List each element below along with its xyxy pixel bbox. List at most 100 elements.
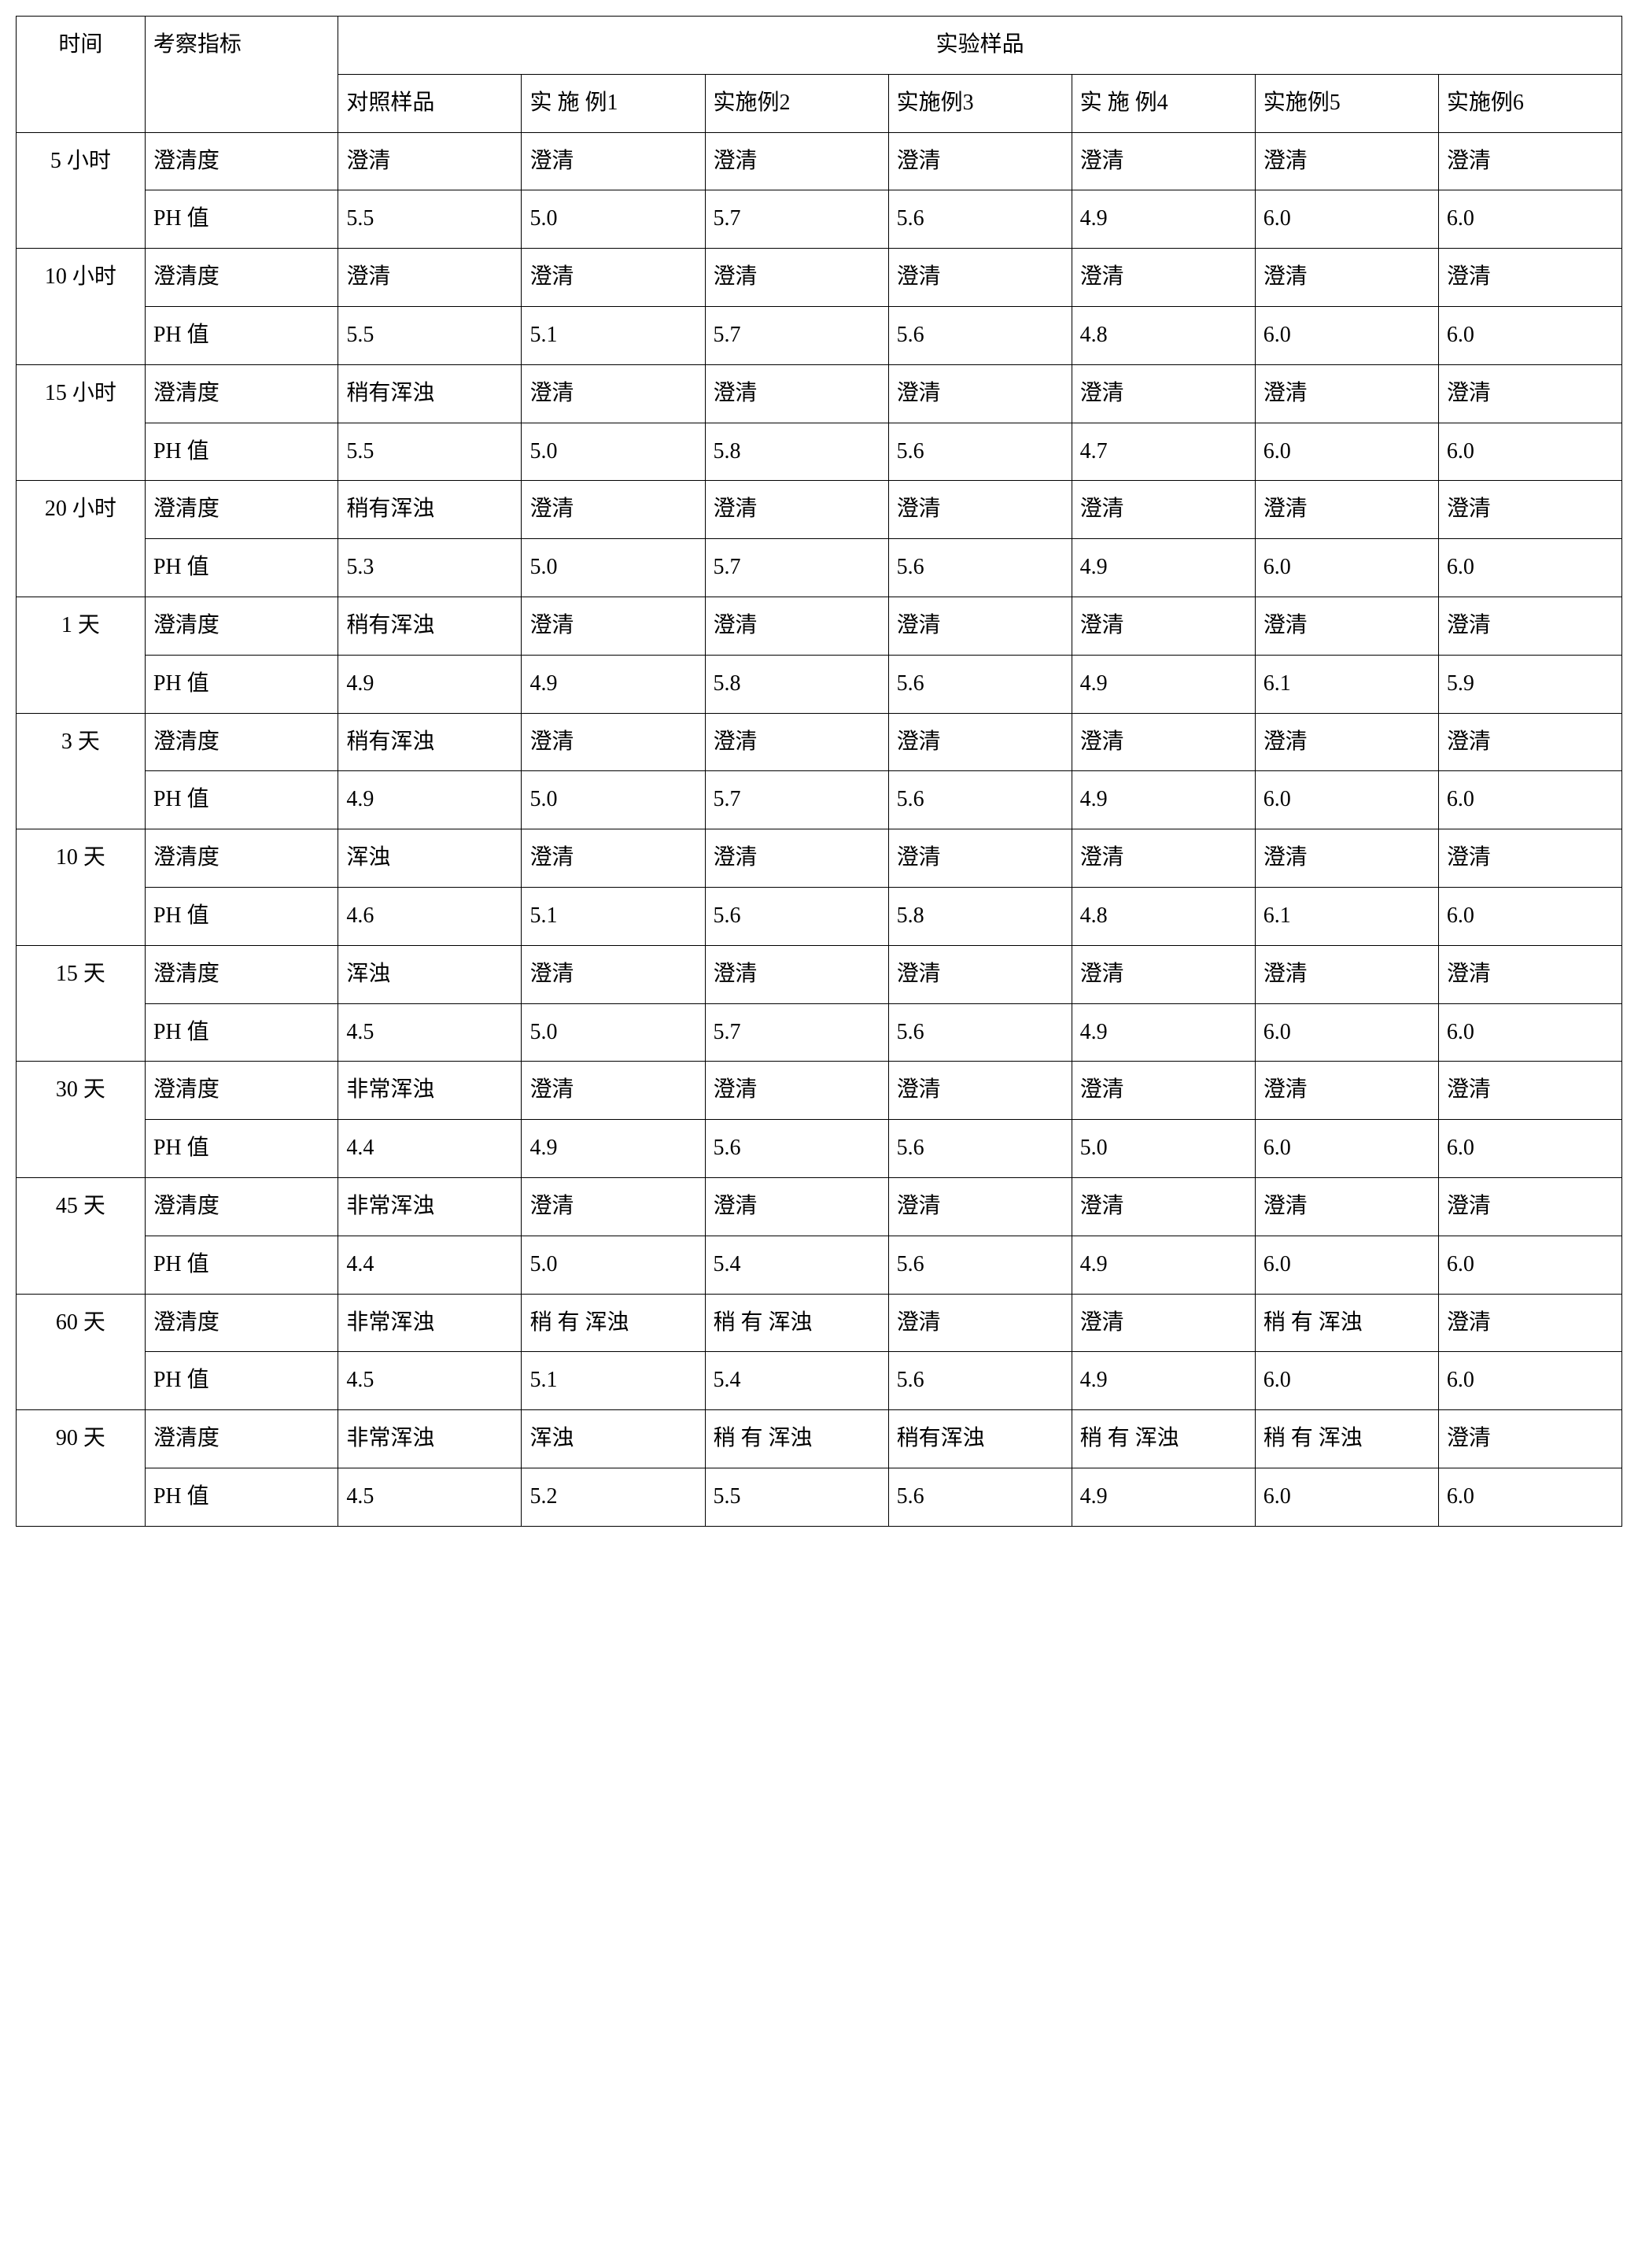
cell-value: 澄清 xyxy=(1255,829,1438,888)
cell-value: 澄清 xyxy=(522,249,705,307)
cell-metric: PH 值 xyxy=(145,655,338,713)
cell-metric: 澄清度 xyxy=(145,481,338,539)
cell-value: 5.7 xyxy=(705,771,888,829)
cell-time: 30 天 xyxy=(17,1062,146,1178)
cell-value: 4.5 xyxy=(338,1468,522,1526)
cell-value: 5.1 xyxy=(522,1352,705,1410)
cell-value: 澄清 xyxy=(1438,829,1621,888)
cell-value: 稍 有 浑浊 xyxy=(1255,1410,1438,1468)
cell-value: 4.4 xyxy=(338,1120,522,1178)
cell-metric: 澄清度 xyxy=(145,713,338,771)
cell-value: 澄清 xyxy=(522,364,705,423)
cell-value: 非常浑浊 xyxy=(338,1062,522,1120)
cell-value: 澄清 xyxy=(1255,945,1438,1003)
cell-value: 澄清 xyxy=(705,364,888,423)
cell-value: 澄清 xyxy=(888,132,1072,190)
cell-value: 5.1 xyxy=(522,306,705,364)
cell-metric: PH 值 xyxy=(145,1120,338,1178)
cell-value: 5.5 xyxy=(705,1468,888,1526)
cell-value: 澄清 xyxy=(705,597,888,655)
cell-value: 4.9 xyxy=(522,655,705,713)
cell-value: 浑浊 xyxy=(338,829,522,888)
cell-value: 澄清 xyxy=(522,945,705,1003)
cell-value: 澄清 xyxy=(1072,945,1255,1003)
cell-metric: PH 值 xyxy=(145,771,338,829)
cell-value: 澄清 xyxy=(1072,364,1255,423)
cell-value: 5.6 xyxy=(888,539,1072,597)
cell-value: 澄清 xyxy=(888,1294,1072,1352)
cell-value: 澄清 xyxy=(522,713,705,771)
cell-value: 澄清 xyxy=(888,364,1072,423)
cell-value: 6.0 xyxy=(1255,1236,1438,1294)
cell-value: 5.7 xyxy=(705,306,888,364)
cell-metric: PH 值 xyxy=(145,190,338,249)
cell-value: 澄清 xyxy=(1438,481,1621,539)
cell-value: 5.5 xyxy=(338,190,522,249)
cell-value: 澄清 xyxy=(1255,481,1438,539)
cell-value: 4.8 xyxy=(1072,887,1255,945)
cell-value: 6.0 xyxy=(1438,771,1621,829)
cell-value: 6.0 xyxy=(1255,771,1438,829)
table-header-row-1: 时间 考察指标 实验样品 xyxy=(17,17,1622,75)
cell-value: 澄清 xyxy=(522,132,705,190)
cell-value: 澄清 xyxy=(1438,1294,1621,1352)
cell-metric: 澄清度 xyxy=(145,364,338,423)
cell-value: 4.9 xyxy=(1072,190,1255,249)
cell-value: 5.4 xyxy=(705,1352,888,1410)
cell-value: 澄清 xyxy=(1255,249,1438,307)
cell-value: 5.2 xyxy=(522,1468,705,1526)
cell-value: 5.4 xyxy=(705,1236,888,1294)
cell-value: 稍 有 浑浊 xyxy=(705,1294,888,1352)
cell-value: 澄清 xyxy=(888,945,1072,1003)
cell-value: 5.1 xyxy=(522,887,705,945)
cell-value: 5.8 xyxy=(888,887,1072,945)
table-row: PH 值4.55.05.75.64.96.06.0 xyxy=(17,1003,1622,1062)
cell-time: 15 天 xyxy=(17,945,146,1062)
cell-value: 澄清 xyxy=(1438,945,1621,1003)
table-row: PH 值5.35.05.75.64.96.06.0 xyxy=(17,539,1622,597)
table-row: 15 小时澄清度稍有浑浊澄清澄清澄清澄清澄清澄清 xyxy=(17,364,1622,423)
cell-value: 稍有浑浊 xyxy=(338,481,522,539)
cell-value: 澄清 xyxy=(1438,249,1621,307)
cell-value: 澄清 xyxy=(1072,1062,1255,1120)
cell-value: 澄清 xyxy=(705,1177,888,1236)
cell-value: 5.6 xyxy=(705,887,888,945)
table-row: PH 值4.94.95.85.64.96.15.9 xyxy=(17,655,1622,713)
cell-value: 6.0 xyxy=(1255,1468,1438,1526)
cell-metric: PH 值 xyxy=(145,423,338,481)
table-row: PH 值4.55.15.45.64.96.06.0 xyxy=(17,1352,1622,1410)
cell-value: 4.9 xyxy=(1072,771,1255,829)
cell-value: 澄清 xyxy=(705,481,888,539)
table-row: PH 值5.55.15.75.64.86.06.0 xyxy=(17,306,1622,364)
cell-time: 20 小时 xyxy=(17,481,146,597)
cell-time: 1 天 xyxy=(17,597,146,713)
cell-value: 澄清 xyxy=(522,597,705,655)
cell-value: 6.0 xyxy=(1255,423,1438,481)
header-metric: 考察指标 xyxy=(145,17,338,133)
cell-metric: 澄清度 xyxy=(145,249,338,307)
cell-value: 5.6 xyxy=(888,1236,1072,1294)
cell-value: 5.6 xyxy=(888,1003,1072,1062)
cell-value: 澄清 xyxy=(1255,1062,1438,1120)
cell-value: 澄清 xyxy=(1438,1177,1621,1236)
cell-value: 4.9 xyxy=(1072,1352,1255,1410)
cell-value: 5.5 xyxy=(338,306,522,364)
table-row: PH 值4.45.05.45.64.96.06.0 xyxy=(17,1236,1622,1294)
cell-time: 5 小时 xyxy=(17,132,146,249)
header-samples-group: 实验样品 xyxy=(338,17,1622,75)
cell-value: 澄清 xyxy=(888,1177,1072,1236)
cell-value: 5.6 xyxy=(888,1468,1072,1526)
table-row: PH 值5.55.05.85.64.76.06.0 xyxy=(17,423,1622,481)
cell-value: 6.0 xyxy=(1438,539,1621,597)
cell-value: 澄清 xyxy=(1255,1177,1438,1236)
cell-time: 45 天 xyxy=(17,1177,146,1294)
cell-value: 6.0 xyxy=(1255,190,1438,249)
table-row: PH 值4.44.95.65.65.06.06.0 xyxy=(17,1120,1622,1178)
cell-value: 4.9 xyxy=(1072,655,1255,713)
cell-value: 稍 有 浑浊 xyxy=(705,1410,888,1468)
cell-value: 非常浑浊 xyxy=(338,1177,522,1236)
cell-value: 4.9 xyxy=(522,1120,705,1178)
cell-value: 稍有浑浊 xyxy=(338,597,522,655)
cell-value: 5.7 xyxy=(705,1003,888,1062)
table-row: 90 天澄清度非常浑浊浑浊稍 有 浑浊稍有浑浊稍 有 浑浊稍 有 浑浊澄清 xyxy=(17,1410,1622,1468)
